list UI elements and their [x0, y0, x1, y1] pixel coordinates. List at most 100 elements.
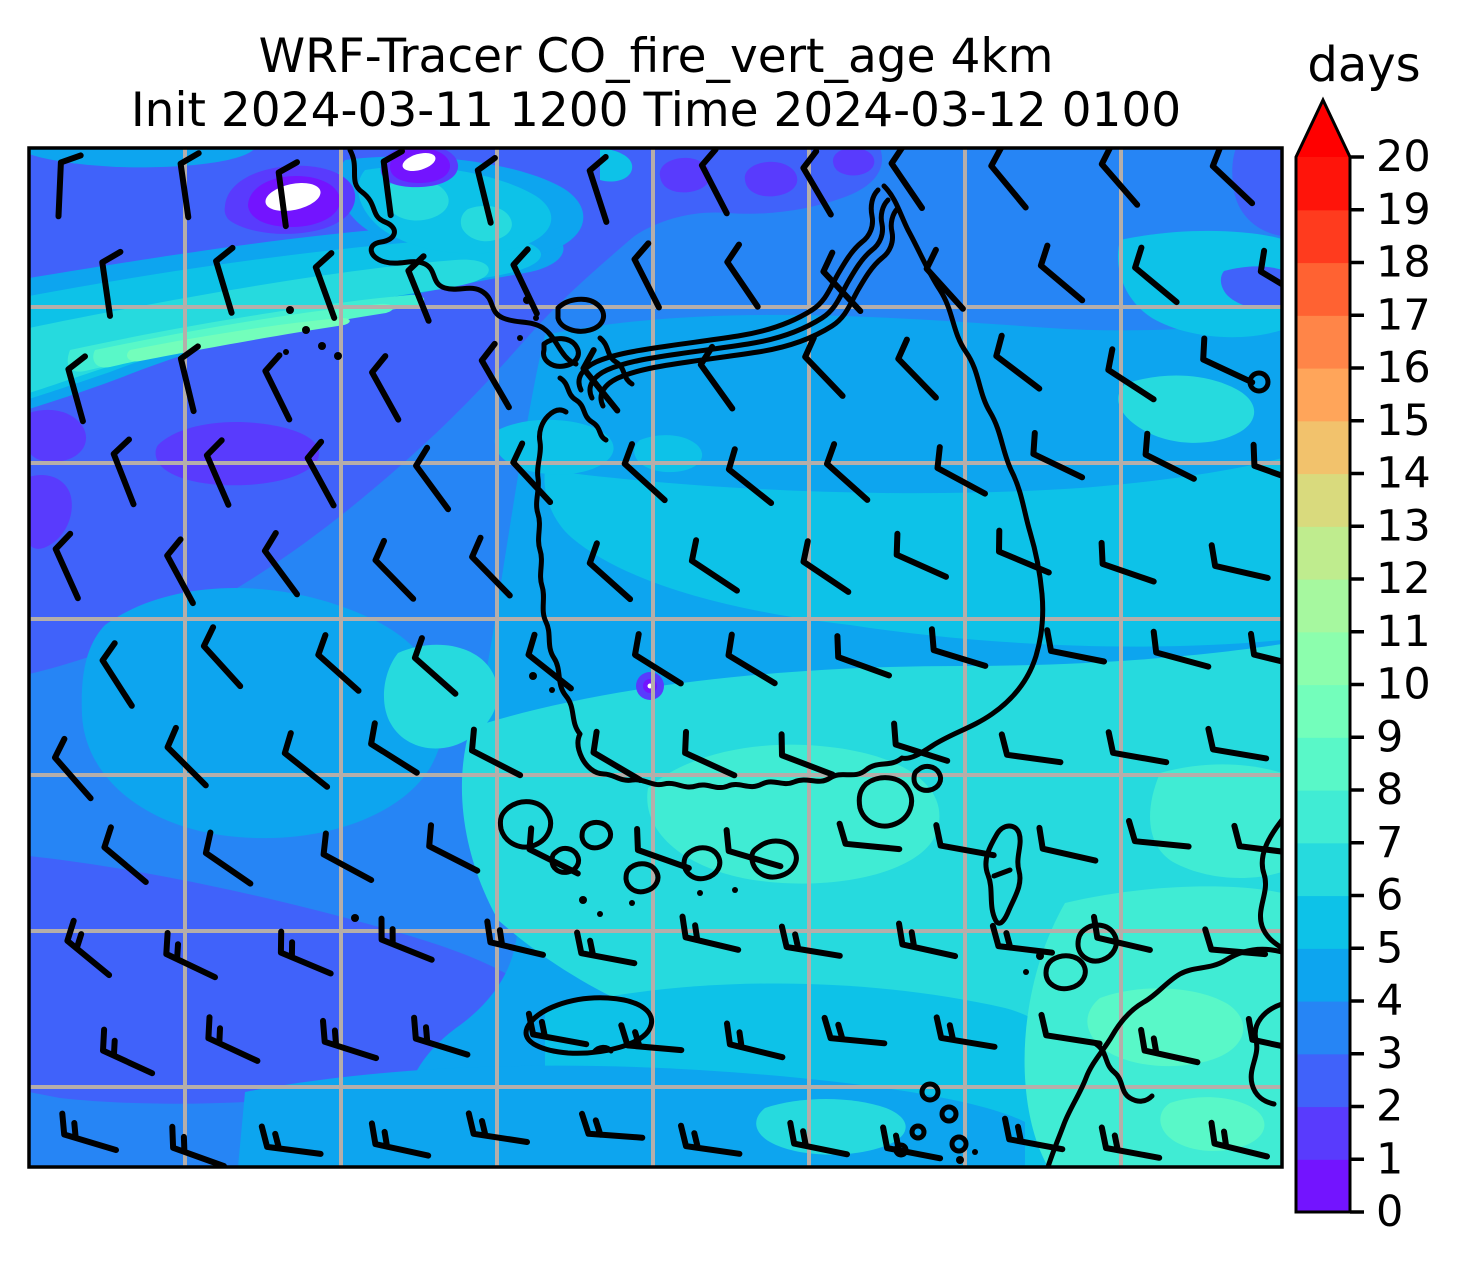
wind-barb	[1231, 822, 1282, 855]
field-region	[1117, 230, 1282, 338]
coastline-path	[1045, 946, 1282, 1167]
island-dot	[351, 914, 359, 922]
wind-barb	[880, 1124, 944, 1162]
wind-barb	[1245, 1016, 1282, 1050]
island-outline	[939, 1104, 959, 1124]
island-outline	[623, 861, 661, 895]
colorbar-tick-label: 15	[1376, 396, 1431, 446]
island-outline	[549, 845, 582, 875]
wind-barb	[933, 822, 997, 859]
wind-barb	[1098, 1124, 1163, 1161]
colorbar-segment	[1296, 1106, 1350, 1160]
island-outline	[1247, 370, 1271, 394]
figure-title-line1: WRF-Tracer CO_fire_vert_age 4km	[259, 29, 1054, 84]
field-region	[1232, 148, 1282, 236]
colorbar-tick-label: 20	[1376, 132, 1431, 182]
island-dot	[956, 1156, 964, 1164]
colorbar-segment	[1296, 420, 1350, 475]
wind-barb	[820, 249, 864, 314]
field-region	[127, 318, 350, 362]
colorbar-segment	[1296, 579, 1350, 633]
colorbar-tick-label: 4	[1376, 976, 1403, 1026]
wind-barb	[59, 1110, 119, 1153]
wind-barb	[474, 155, 498, 226]
colorbar-segment	[1296, 684, 1350, 738]
wind-barb	[110, 436, 137, 508]
colorbar-tick-label: 14	[1376, 449, 1431, 499]
colorbar-tick-label: 1	[1376, 1134, 1403, 1184]
wind-barb	[1200, 335, 1256, 386]
colorbar-tick-label: 17	[1376, 290, 1431, 340]
wind-barb	[1036, 824, 1099, 864]
coastlines	[283, 148, 1282, 1167]
wind-barb	[55, 152, 84, 220]
colorbar-segment	[1296, 737, 1350, 791]
wind-barb	[800, 538, 852, 595]
island-dot	[549, 687, 555, 693]
colorbar-tick-label: 11	[1376, 607, 1431, 657]
wind-barb	[99, 640, 135, 709]
wind-barb	[1105, 346, 1157, 403]
wind-barb	[1030, 430, 1086, 481]
field-region	[1118, 375, 1255, 443]
wind-barb	[1205, 725, 1270, 762]
wind-barb	[888, 148, 925, 211]
wind-barb	[261, 530, 300, 598]
island-dot	[579, 896, 587, 904]
island-outline	[1075, 922, 1119, 964]
wind-barb	[1038, 1011, 1103, 1047]
island-outline	[579, 819, 614, 851]
island-outline	[681, 845, 723, 882]
wind-barb	[1142, 430, 1197, 482]
coastline-path	[534, 183, 1046, 791]
wind-barb	[1037, 242, 1086, 304]
island-outline	[983, 823, 1023, 926]
field-region	[744, 161, 798, 197]
wind-barb	[304, 438, 337, 509]
wind-barb	[1002, 1115, 1066, 1153]
wind-barb	[52, 530, 81, 602]
wind-barb	[824, 441, 871, 503]
coastline-path	[557, 375, 609, 443]
wind-barb	[778, 731, 836, 778]
wind-barb	[1209, 148, 1256, 207]
wind-barb	[65, 353, 88, 425]
wind-barb	[281, 730, 331, 790]
wind-barb	[998, 731, 1064, 766]
wind-barb	[465, 1110, 530, 1145]
figure-title-line2: Init 2024-03-11 1200 Time 2024-03-12 010…	[131, 83, 1181, 138]
island-outline	[523, 995, 654, 1056]
wind-barb	[478, 340, 512, 411]
wind-barb	[1250, 441, 1282, 479]
wind-barb	[574, 929, 638, 967]
wind-barb	[724, 1020, 786, 1061]
wind-barb	[996, 527, 1052, 576]
wind-barb	[923, 246, 966, 312]
wind-barb	[262, 352, 293, 423]
colorbar-tick-label: 8	[1376, 765, 1403, 815]
colorbar-tick-label: 16	[1376, 343, 1431, 393]
wind-barb	[1208, 1119, 1270, 1160]
wind-barb	[52, 735, 94, 802]
island-dot	[529, 672, 537, 680]
wind-barb	[634, 826, 692, 872]
colorbar-segment	[1296, 790, 1350, 844]
colorbar-segment	[1296, 1001, 1350, 1055]
wind-barb	[526, 825, 581, 877]
island-dot	[318, 342, 326, 350]
wind-barb	[411, 1014, 471, 1058]
wind-barb	[258, 1123, 324, 1157]
island-dot	[697, 890, 703, 896]
island-dot	[533, 315, 539, 321]
wind-barb	[723, 827, 784, 870]
colorbar-tick-label: 6	[1376, 871, 1403, 921]
colorbar-segment	[1296, 948, 1350, 1002]
coastline-path	[991, 867, 1013, 879]
wind-barb	[315, 632, 362, 694]
wind-barb	[697, 343, 736, 412]
island-dot	[283, 349, 289, 355]
wind-barb	[177, 343, 201, 415]
island-dot	[972, 1149, 978, 1155]
island-outline	[856, 775, 914, 829]
